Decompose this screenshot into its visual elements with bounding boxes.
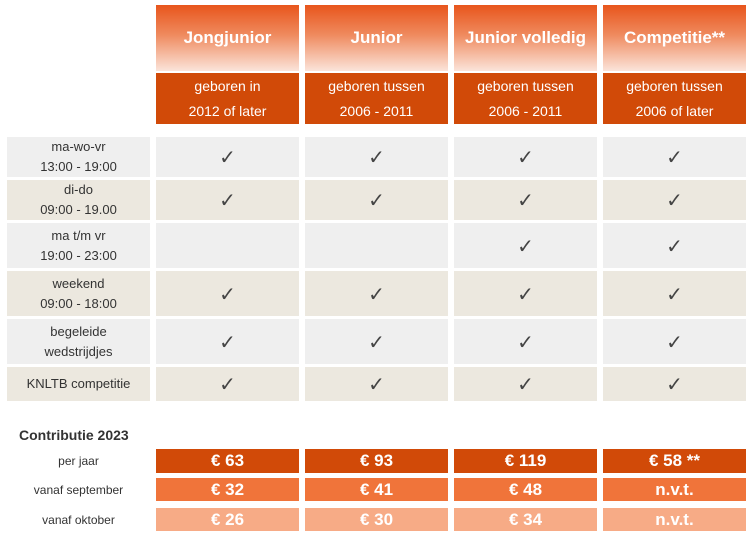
row-label-line1: KNLTB competitie bbox=[26, 376, 131, 391]
checkmark-icon: ✓ bbox=[666, 329, 683, 354]
checkmark-icon: ✓ bbox=[368, 145, 385, 169]
table-cell bbox=[156, 223, 299, 268]
checkmark-icon: ✓ bbox=[666, 188, 683, 212]
checkmark-icon: ✓ bbox=[219, 372, 236, 396]
table-cell: ✓ bbox=[156, 319, 299, 364]
table-cell: ✓ bbox=[603, 319, 746, 364]
contributie-title: Contributie 2023 bbox=[19, 427, 129, 443]
checkmark-icon: ✓ bbox=[666, 372, 683, 396]
table-cell: ✓ bbox=[603, 271, 746, 316]
table-cell: ✓ bbox=[305, 180, 448, 220]
price-value: € 26 bbox=[156, 508, 299, 531]
row-label-line1: weekend bbox=[52, 275, 105, 291]
row-label-line2: 19:00 - 23:00 bbox=[40, 247, 117, 263]
row-label-line1: begeleide bbox=[50, 323, 107, 339]
checkmark-icon: ✓ bbox=[219, 188, 236, 212]
table-cell: ✓ bbox=[603, 223, 746, 268]
header-jongjunior: Jongjunior bbox=[156, 5, 299, 71]
table-cell: ✓ bbox=[156, 271, 299, 316]
price-value: € 119 bbox=[454, 449, 597, 473]
checkmark-icon: ✓ bbox=[219, 281, 236, 306]
table-cell: ✓ bbox=[454, 137, 597, 177]
checkmark-icon: ✓ bbox=[219, 329, 236, 354]
checkmark-icon: ✓ bbox=[368, 188, 385, 212]
checkmark-icon: ✓ bbox=[517, 281, 534, 306]
price-value: € 58 ** bbox=[603, 449, 746, 473]
checkmark-icon: ✓ bbox=[368, 329, 385, 354]
birth-info-junior: geboren tussen 2006 - 2011 bbox=[305, 73, 448, 124]
table-cell: ✓ bbox=[454, 180, 597, 220]
birth-info-junior-volledig: geboren tussen 2006 - 2011 bbox=[454, 73, 597, 124]
checkmark-icon: ✓ bbox=[517, 188, 534, 212]
header-competitie: Competitie** bbox=[603, 5, 746, 71]
table-cell: ✓ bbox=[305, 137, 448, 177]
row-label: weekend 09:00 - 18:00 bbox=[7, 271, 150, 316]
checkmark-icon: ✓ bbox=[368, 372, 385, 396]
header-junior: Junior bbox=[305, 5, 448, 71]
row-label-line2: 09:00 - 18:00 bbox=[40, 295, 117, 311]
table-cell: ✓ bbox=[603, 137, 746, 177]
table-cell: ✓ bbox=[156, 180, 299, 220]
row-label-line2: wedstrijdjes bbox=[44, 343, 113, 359]
table-cell: ✓ bbox=[454, 319, 597, 364]
price-value: n.v.t. bbox=[603, 508, 746, 531]
table-cell: ✓ bbox=[603, 180, 746, 220]
table-cell bbox=[305, 223, 448, 268]
row-label: di-do 09:00 - 19.00 bbox=[7, 180, 150, 220]
table-cell: ✓ bbox=[454, 367, 597, 401]
table-cell: ✓ bbox=[454, 271, 597, 316]
row-label-line1: di-do bbox=[64, 182, 93, 197]
price-value: € 30 bbox=[305, 508, 448, 531]
birth-info-competitie: geboren tussen 2006 of later bbox=[603, 73, 746, 124]
price-value: € 63 bbox=[156, 449, 299, 473]
table-cell: ✓ bbox=[156, 367, 299, 401]
table-cell: ✓ bbox=[305, 319, 448, 364]
table-cell: ✓ bbox=[156, 137, 299, 177]
table-cell: ✓ bbox=[305, 367, 448, 401]
price-value: € 93 bbox=[305, 449, 448, 473]
checkmark-icon: ✓ bbox=[666, 145, 683, 169]
table-cell: ✓ bbox=[603, 367, 746, 401]
birth-info-jongjunior: geboren in 2012 of later bbox=[156, 73, 299, 124]
table-cell: ✓ bbox=[454, 223, 597, 268]
price-value: € 34 bbox=[454, 508, 597, 531]
row-label: KNLTB competitie bbox=[7, 367, 150, 401]
price-period-label: vanaf oktober bbox=[42, 512, 115, 527]
row-label-line2: 09:00 - 19.00 bbox=[40, 202, 117, 217]
price-period-label: vanaf september bbox=[33, 482, 124, 497]
row-label-line1: ma t/m vr bbox=[51, 227, 106, 243]
row-label-line2: 13:00 - 19:00 bbox=[40, 159, 117, 174]
checkmark-icon: ✓ bbox=[517, 233, 534, 258]
checkmark-icon: ✓ bbox=[517, 145, 534, 169]
checkmark-icon: ✓ bbox=[517, 329, 534, 354]
row-label: ma t/m vr 19:00 - 23:00 bbox=[7, 223, 150, 268]
checkmark-icon: ✓ bbox=[666, 281, 683, 306]
row-label: begeleide wedstrijdjes bbox=[7, 319, 150, 364]
header-junior-volledig: Junior volledig bbox=[454, 5, 597, 71]
price-value: € 41 bbox=[305, 478, 448, 501]
checkmark-icon: ✓ bbox=[666, 233, 683, 258]
price-value: € 48 bbox=[454, 478, 597, 501]
price-value: n.v.t. bbox=[603, 478, 746, 501]
row-label: ma-wo-vr 13:00 - 19:00 bbox=[7, 137, 150, 177]
checkmark-icon: ✓ bbox=[368, 281, 385, 306]
price-period-label: per jaar bbox=[58, 454, 99, 468]
row-label-line1: ma-wo-vr bbox=[51, 139, 106, 154]
checkmark-icon: ✓ bbox=[219, 145, 236, 169]
table-cell: ✓ bbox=[305, 271, 448, 316]
price-value: € 32 bbox=[156, 478, 299, 501]
checkmark-icon: ✓ bbox=[517, 372, 534, 396]
